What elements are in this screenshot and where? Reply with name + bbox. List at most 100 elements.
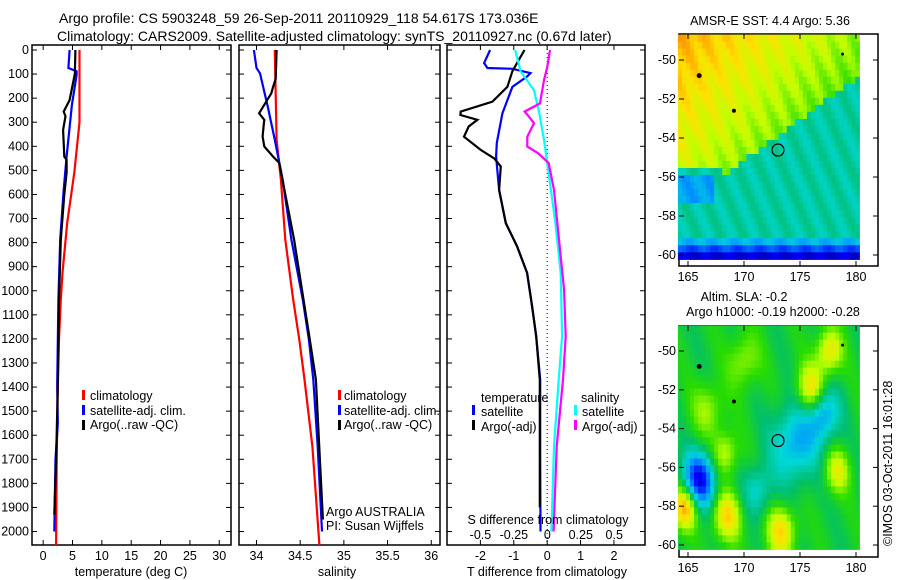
heatmap-cell (682, 34, 687, 43)
heatmap-cell (710, 360, 715, 369)
heatmap-cell (798, 41, 804, 50)
heatmap-cell (710, 168, 715, 176)
heatmap-cell (806, 34, 812, 43)
heatmap-cell (750, 189, 756, 197)
heatmap-cell (710, 388, 715, 397)
depth-tick-label: 1500 (1, 404, 29, 418)
heatmap-cell (851, 55, 856, 64)
heatmap-cell (694, 125, 699, 134)
heatmap-cell (730, 203, 735, 211)
heatmap-cell (738, 132, 743, 141)
heatmap-cell (766, 34, 772, 43)
heatmap-cell (706, 514, 711, 522)
heatmap-cell (714, 161, 719, 169)
heatmap-cell (710, 182, 715, 190)
heatmap-cell (839, 535, 844, 543)
heatmap-cell (770, 175, 776, 183)
heatmap-cell (754, 147, 760, 155)
heatmap-cell (682, 437, 687, 446)
heatmap-cell (710, 97, 715, 106)
heatmap-cell (730, 430, 735, 439)
heatmap-cell (794, 203, 800, 211)
heatmap-cell (786, 231, 792, 239)
heatmap-cell (686, 83, 691, 92)
heatmap-cell (811, 41, 816, 50)
heatmap-cell (677, 353, 683, 362)
heatmap-cell (835, 388, 840, 397)
heatmap-cell (750, 62, 756, 71)
heatmap-cell (847, 182, 852, 190)
heatmap-cell (686, 437, 691, 446)
map-x-tick-label: 180 (846, 561, 867, 575)
heatmap-cell (690, 367, 695, 376)
heatmap-cell (730, 245, 735, 253)
heatmap-cell (718, 168, 723, 176)
heatmap-cell (677, 182, 683, 190)
heatmap-cell (706, 535, 711, 543)
heatmap-cell (726, 139, 731, 148)
heatmap-cell (835, 360, 840, 369)
heatmap-cell (819, 514, 824, 522)
heatmap-cell (686, 196, 691, 204)
heatmap-cell (770, 48, 776, 57)
island-marker (731, 399, 736, 404)
heatmap-cell (786, 147, 792, 155)
heatmap-cell (714, 196, 719, 204)
heatmap-cell (682, 500, 687, 508)
heatmap-cell (786, 535, 792, 543)
island-marker (731, 108, 736, 113)
heatmap-cell (823, 388, 828, 397)
heatmap-cell (722, 486, 727, 494)
heatmap-cell (714, 479, 719, 487)
heatmap-cell (855, 147, 860, 155)
heatmap-cell (847, 175, 852, 183)
heatmap-cell (778, 83, 784, 92)
heatmap-cell (758, 125, 764, 134)
heatmap-cell (835, 500, 840, 508)
heatmap-cell (766, 111, 772, 120)
heatmap-cell (754, 402, 760, 411)
heatmap-cell (730, 83, 735, 92)
heatmap-cell (790, 437, 796, 446)
heatmap-cell (770, 465, 776, 474)
heatmap-cell (802, 104, 808, 113)
heatmap-cell (698, 41, 703, 50)
heatmap-cell (855, 458, 860, 467)
heatmap-cell (762, 374, 768, 383)
heatmap-cell (819, 132, 824, 141)
heatmap-cell (710, 353, 715, 362)
heatmap-cell (677, 458, 683, 467)
heatmap-cell (811, 83, 816, 92)
heatmap-cell (762, 224, 768, 232)
heatmap-cell (734, 409, 739, 418)
heatmap-cell (726, 409, 731, 418)
heatmap-cell (794, 76, 800, 85)
heatmap-cell (839, 472, 844, 480)
heatmap-cell (831, 252, 836, 260)
heatmap-cell (702, 479, 707, 487)
heatmap-cell (742, 493, 747, 501)
heatmap-cell (762, 479, 768, 487)
heatmap-cell (714, 388, 719, 397)
heatmap-cell (851, 346, 856, 355)
heatmap-cell (718, 175, 723, 183)
heatmap-cell (855, 132, 860, 141)
heatmap-cell (677, 528, 683, 536)
heatmap-cell (758, 90, 764, 99)
heatmap-cell (734, 353, 739, 362)
difference-panel: -2 -1 0 1 2-0.5 -0.25 0 0.25 0.5 (446, 44, 646, 563)
heatmap-cell (706, 97, 711, 106)
heatmap-cell (722, 139, 727, 148)
heatmap-cell (827, 132, 832, 141)
heatmap-cell (794, 458, 800, 467)
heatmap-cell (686, 472, 691, 480)
heatmap-cell (710, 395, 715, 404)
heatmap-cell (682, 528, 687, 536)
heatmap-cell (690, 325, 695, 334)
heatmap-cell (843, 402, 848, 411)
heatmap-cell (702, 147, 707, 155)
heatmap-cell (823, 528, 828, 536)
heatmap-cell (702, 62, 707, 71)
heatmap-cell (742, 154, 747, 162)
heatmap-cell (798, 62, 804, 71)
